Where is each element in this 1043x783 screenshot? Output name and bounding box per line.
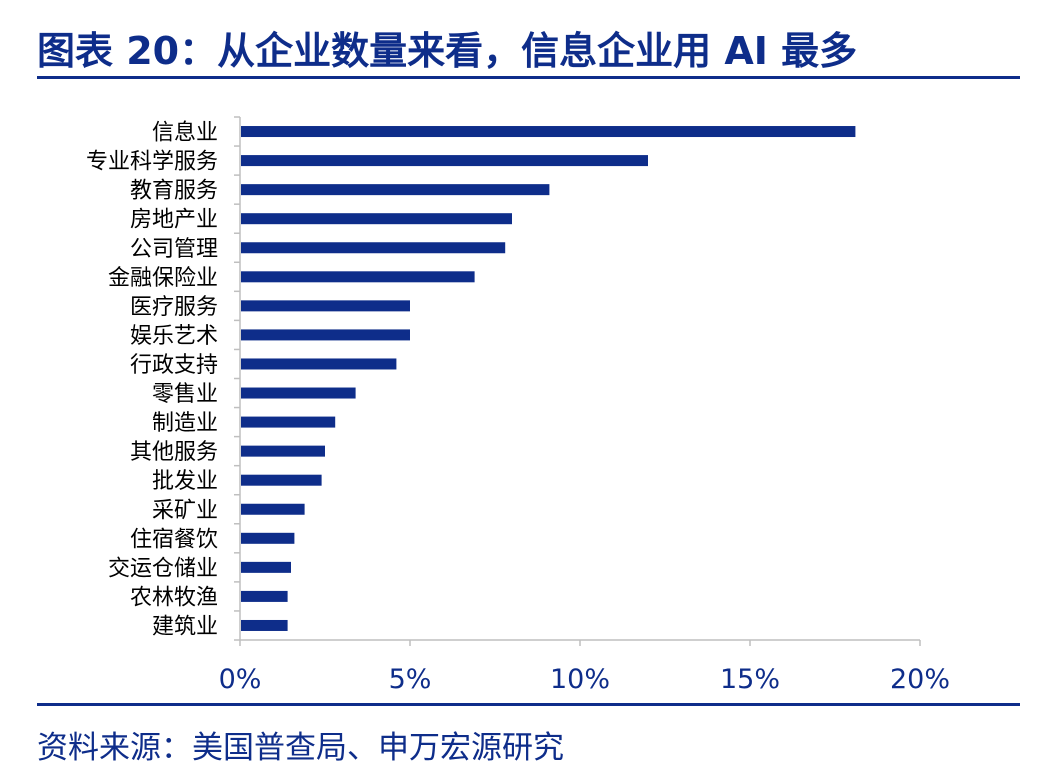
- bar: [241, 213, 512, 225]
- title-divider: [37, 76, 1020, 79]
- bar-chart: 信息业专业科学服务教育服务房地产业公司管理金融保险业医疗服务娱乐艺术行政支持零售…: [86, 116, 950, 695]
- bar: [241, 155, 648, 167]
- category-label: 建筑业: [152, 614, 218, 639]
- bar: [241, 126, 856, 138]
- category-label: 行政支持: [130, 353, 218, 378]
- x-tick-labels: 0% 5% 10% 15% 20%: [219, 664, 950, 695]
- category-label: 医疗服务: [130, 295, 218, 320]
- bar: [241, 242, 506, 254]
- bar: [241, 561, 291, 573]
- category-label: 娱乐艺术: [130, 324, 218, 349]
- category-label: 零售业: [152, 382, 218, 407]
- x-tick-label: 10%: [550, 664, 610, 695]
- x-tick-label: 0%: [219, 664, 262, 695]
- bar: [241, 184, 550, 196]
- bar: [241, 300, 410, 312]
- chart-axes: [234, 116, 921, 646]
- category-label: 公司管理: [130, 237, 218, 262]
- bar: [241, 445, 325, 457]
- category-label: 信息业: [152, 121, 218, 146]
- x-tick-label: 5%: [389, 664, 432, 695]
- category-label: 房地产业: [130, 208, 218, 233]
- bar-series: [241, 126, 856, 631]
- category-label: 批发业: [152, 469, 218, 494]
- category-label: 其他服务: [130, 440, 218, 465]
- x-tick-label: 15%: [720, 664, 780, 695]
- bar: [241, 474, 322, 486]
- x-tick-label: 20%: [890, 664, 950, 695]
- category-label: 农林牧渔: [130, 585, 218, 610]
- bar: [241, 590, 288, 602]
- bar: [241, 358, 397, 370]
- bar: [241, 503, 305, 515]
- bar: [241, 532, 295, 544]
- footer-divider: [37, 703, 1020, 706]
- category-label: 采矿业: [152, 498, 218, 523]
- bar: [241, 387, 356, 399]
- category-label: 金融保险业: [108, 266, 218, 291]
- source-note: 资料来源：美国普查局、申万宏源研究: [37, 730, 564, 766]
- bar: [241, 271, 475, 283]
- category-label: 制造业: [152, 411, 218, 436]
- category-label: 住宿餐饮: [130, 527, 218, 552]
- page-title: 图表 20：从企业数量来看，信息企业用 AI 最多: [37, 29, 858, 73]
- category-label: 教育服务: [130, 179, 218, 204]
- category-labels: 信息业专业科学服务教育服务房地产业公司管理金融保险业医疗服务娱乐艺术行政支持零售…: [86, 121, 218, 640]
- bar: [241, 619, 288, 631]
- bar: [241, 416, 336, 428]
- category-label: 专业科学服务: [86, 150, 218, 175]
- category-label: 交运仓储业: [108, 556, 218, 581]
- bar: [241, 329, 410, 341]
